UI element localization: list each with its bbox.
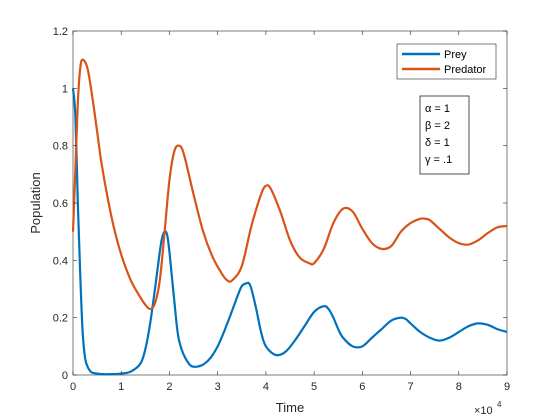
parameter-box-frame (419, 95, 470, 175)
x-tick-label: 0 (70, 381, 76, 393)
parameter-alpha: α = 1 (425, 103, 450, 115)
x-tick-label: 8 (456, 381, 462, 393)
parameter-beta: β = 2 (425, 120, 450, 132)
x-tick-label: 6 (359, 381, 365, 393)
x-tick-label: 9 (504, 381, 510, 393)
y-axis-label: Population (28, 172, 43, 233)
x-tick-label: 5 (311, 381, 317, 393)
y-tick-label: 0.4 (53, 255, 68, 267)
legend-box (396, 43, 497, 80)
axes-box (72, 30, 508, 376)
legend: Prey Predator (396, 43, 497, 80)
parameter-gamma: γ = .1 (425, 154, 452, 166)
legend-label-predator: Predator (444, 64, 487, 76)
y-tick-label: 0.8 (53, 141, 68, 153)
legend-label-prey: Prey (444, 49, 467, 61)
y-tick-label: 0 (62, 370, 68, 382)
x-tick-label: 7 (407, 381, 413, 393)
x-exponent-power: 4 (497, 400, 502, 409)
parameter-delta: δ = 1 (425, 137, 450, 149)
x-tick-label: 1 (118, 381, 124, 393)
x-tick-label: 3 (215, 381, 221, 393)
y-tick-label: 0.2 (53, 313, 68, 325)
series-line-prey (71, 88, 508, 376)
x-exponent-base: ×10 (474, 405, 493, 417)
parameter-annotation-box: α = 1 β = 2 δ = 1 γ = .1 (419, 95, 470, 175)
x-axis-exponent: ×10 4 (474, 400, 502, 417)
x-axis-label: Time (276, 400, 304, 415)
x-tick-label: 4 (263, 381, 269, 393)
tick-layer: 0 1 2 3 4 5 6 7 8 9 0 0.2 0.4 0.6 0.8 1 1.2 (53, 26, 510, 393)
y-tick-label: 1 (62, 83, 68, 95)
y-tick-label: 0.6 (53, 198, 68, 210)
series-layer (71, 58, 508, 376)
plot-area: 0 1 2 3 4 5 6 7 8 9 0 0.2 0.4 0.6 0.8 1 1.2 (53, 26, 510, 393)
series-line-predator (71, 58, 508, 311)
x-tick-label: 2 (166, 381, 172, 393)
y-tick-label: 1.2 (53, 26, 68, 38)
